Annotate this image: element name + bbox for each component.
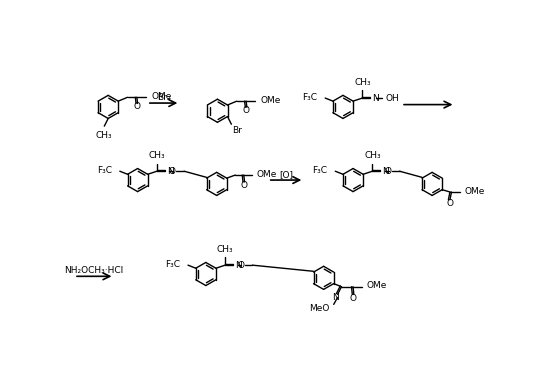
Text: Br: Br — [232, 126, 242, 135]
Text: N: N — [372, 94, 379, 103]
Text: O: O — [241, 180, 247, 190]
Text: O: O — [350, 294, 357, 303]
Text: CH₃: CH₃ — [96, 131, 112, 140]
Text: N: N — [167, 167, 174, 176]
Text: N: N — [235, 261, 242, 270]
Text: F₃C: F₃C — [165, 260, 180, 269]
Text: F₃C: F₃C — [313, 166, 327, 175]
Text: Br₂: Br₂ — [157, 93, 171, 102]
Text: O: O — [243, 106, 250, 115]
Text: CH₃: CH₃ — [354, 78, 371, 86]
Text: MeO: MeO — [308, 304, 329, 313]
Text: O: O — [384, 167, 392, 176]
Text: O: O — [237, 261, 244, 270]
Text: O: O — [134, 102, 140, 111]
Text: CH₃: CH₃ — [149, 151, 165, 160]
Text: OMe: OMe — [257, 170, 277, 179]
Text: F₃C: F₃C — [302, 93, 318, 102]
Text: N: N — [382, 167, 389, 176]
Text: O: O — [446, 199, 453, 208]
Text: OMe: OMe — [366, 281, 387, 290]
Text: [O]: [O] — [279, 170, 293, 179]
Text: OMe: OMe — [151, 92, 172, 101]
Text: F₃C: F₃C — [97, 166, 112, 175]
Text: CH₃: CH₃ — [364, 151, 381, 160]
Text: OMe: OMe — [261, 96, 281, 105]
Text: CH₃: CH₃ — [217, 245, 233, 253]
Text: OMe: OMe — [465, 187, 485, 196]
Text: NH₂OCH₃·HCl: NH₂OCH₃·HCl — [65, 266, 124, 275]
Text: N: N — [332, 293, 339, 302]
Text: O: O — [169, 167, 176, 176]
Text: OH: OH — [386, 94, 399, 103]
